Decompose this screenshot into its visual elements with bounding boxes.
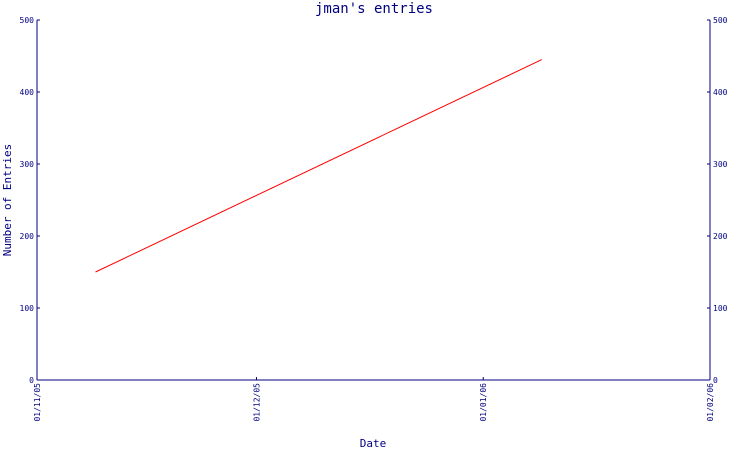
y-tick-label-left: 0: [29, 376, 34, 385]
y-tick-label-left: 300: [20, 160, 35, 169]
y-tick-label-right: 0: [713, 376, 718, 385]
x-tick-label: 01/12/05: [252, 383, 261, 422]
y-tick-label-right: 300: [713, 160, 728, 169]
y-tick-label-left: 500: [20, 16, 35, 25]
y-tick-label-left: 400: [20, 88, 35, 97]
x-tick-label: 01/02/06: [706, 383, 715, 422]
x-axis: 01/11/05 01/12/05 01/01/06 01/02/06: [33, 377, 715, 422]
y-tick-label-left: 100: [20, 304, 35, 313]
series-line: [95, 59, 543, 273]
y-axis-right: 0 100 200 300 400 500: [707, 16, 728, 385]
y-tick-label-right: 400: [713, 88, 728, 97]
chart-title: jman's entries: [315, 1, 433, 17]
x-tick-label: 01/11/05: [33, 383, 42, 422]
x-tick-label: 01/01/06: [479, 383, 488, 422]
y-axis-left: 0 100 200 300 400 500: [20, 16, 40, 385]
x-axis-title: Date: [360, 437, 387, 450]
y-tick-label-right: 500: [713, 16, 728, 25]
y-axis-title: Number of Entries: [1, 144, 14, 257]
series: [95, 59, 543, 273]
y-tick-label-right: 200: [713, 232, 728, 241]
plot-area: [36, 20, 711, 381]
y-tick-label-right: 100: [713, 304, 728, 313]
y-tick-label-left: 200: [20, 232, 35, 241]
